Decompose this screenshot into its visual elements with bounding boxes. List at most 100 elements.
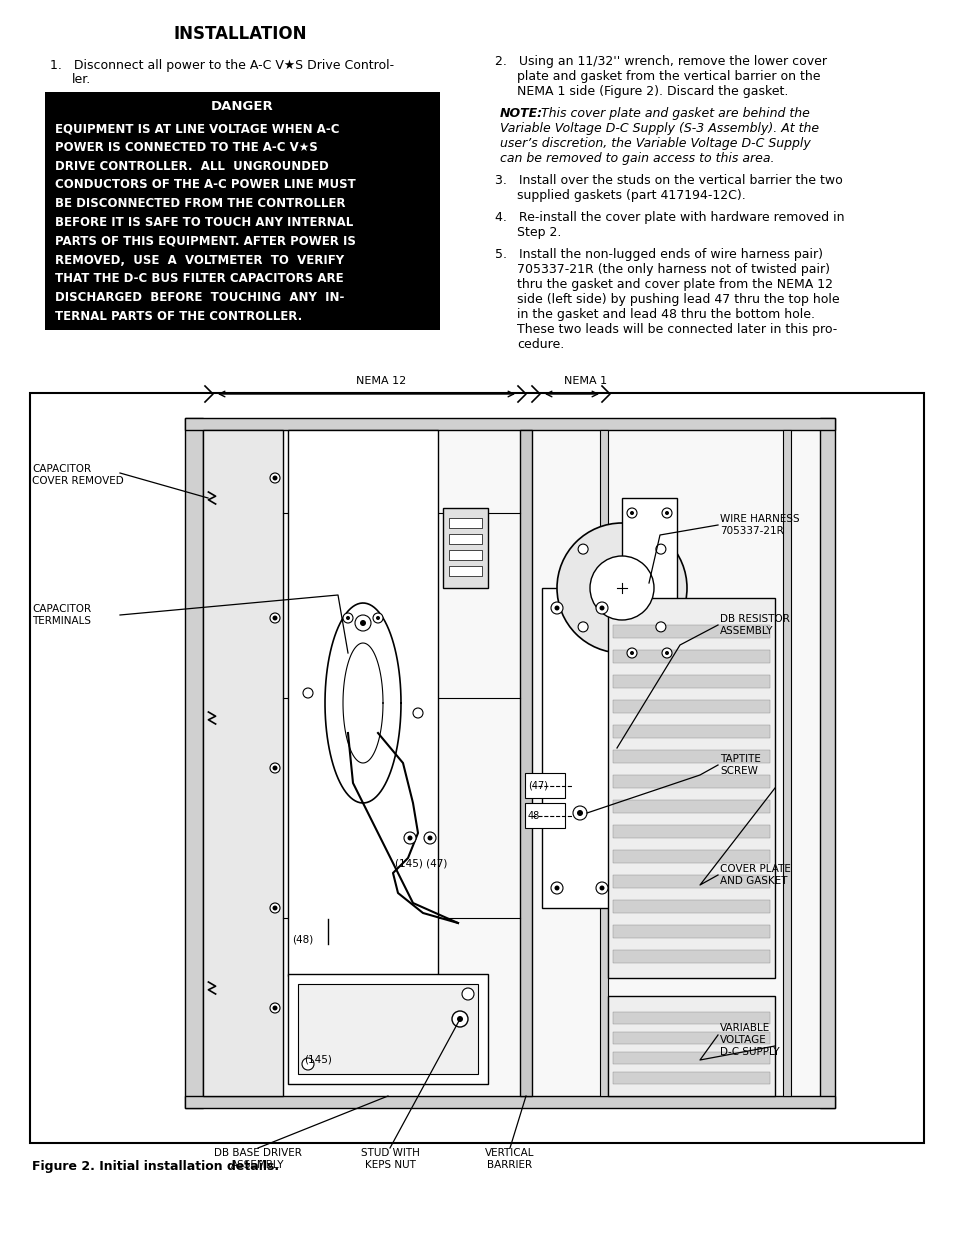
Circle shape: [343, 613, 353, 622]
Circle shape: [273, 905, 277, 910]
Text: THAT THE D-C BUS FILTER CAPACITORS ARE: THAT THE D-C BUS FILTER CAPACITORS ARE: [55, 273, 343, 285]
Text: NEMA 1: NEMA 1: [564, 375, 607, 387]
Circle shape: [578, 622, 587, 632]
Text: INSTALLATION: INSTALLATION: [173, 25, 307, 43]
Text: DB BASE DRIVER
ASSEMBLY: DB BASE DRIVER ASSEMBLY: [213, 1149, 301, 1170]
Text: BEFORE IT IS SAFE TO TOUCH ANY INTERNAL: BEFORE IT IS SAFE TO TOUCH ANY INTERNAL: [55, 216, 353, 228]
Text: DRIVE CONTROLLER.  ALL  UNGROUNDED: DRIVE CONTROLLER. ALL UNGROUNDED: [55, 159, 329, 173]
Bar: [45, 91, 439, 330]
Circle shape: [598, 885, 604, 890]
Text: 3.   Install over the studs on the vertical barrier the two: 3. Install over the studs on the vertica…: [495, 174, 841, 186]
Text: cedure.: cedure.: [517, 338, 563, 351]
Circle shape: [573, 806, 586, 820]
Bar: [613, 800, 769, 813]
Text: REMOVED,  USE  A  VOLTMETER  TO  VERIFY: REMOVED, USE A VOLTMETER TO VERIFY: [55, 253, 344, 267]
Bar: [613, 776, 769, 788]
Bar: [613, 750, 769, 763]
Circle shape: [359, 620, 366, 626]
Text: CONDUCTORS OF THE A-C POWER LINE MUST: CONDUCTORS OF THE A-C POWER LINE MUST: [55, 178, 355, 191]
Circle shape: [596, 601, 607, 614]
Text: can be removed to gain access to this area.: can be removed to gain access to this ar…: [499, 152, 774, 165]
Circle shape: [302, 1058, 314, 1070]
Circle shape: [557, 522, 686, 653]
Bar: [519, 430, 532, 1095]
Bar: [613, 725, 769, 739]
Text: NOTE:: NOTE:: [499, 107, 542, 120]
Text: (145) (47): (145) (47): [395, 858, 447, 868]
Circle shape: [270, 613, 280, 622]
Circle shape: [656, 545, 665, 555]
Bar: [613, 825, 769, 839]
Circle shape: [270, 1003, 280, 1013]
Bar: [613, 850, 769, 863]
Circle shape: [375, 616, 379, 620]
Text: 4.   Re-install the cover plate with hardware removed in: 4. Re-install the cover plate with hardw…: [495, 211, 843, 224]
Text: EQUIPMENT IS AT LINE VOLTAGE WHEN A-C: EQUIPMENT IS AT LINE VOLTAGE WHEN A-C: [55, 122, 339, 135]
Circle shape: [578, 545, 587, 555]
Bar: [782, 430, 790, 1095]
Text: Variable Voltage D-C Supply (S-3 Assembly). At the: Variable Voltage D-C Supply (S-3 Assembl…: [499, 122, 819, 135]
Text: VERTICAL
BARRIER: VERTICAL BARRIER: [485, 1149, 535, 1170]
Text: 1.   Disconnect all power to the A-C V★S Drive Control-: 1. Disconnect all power to the A-C V★S D…: [50, 59, 394, 72]
Bar: [607, 995, 774, 1095]
Text: DB RESISTOR
ASSEMBLY: DB RESISTOR ASSEMBLY: [720, 614, 789, 636]
Text: WIRE HARNESS
705337-21R: WIRE HARNESS 705337-21R: [720, 514, 799, 536]
Text: in the gasket and lead 48 thru the bottom hole.: in the gasket and lead 48 thru the botto…: [517, 308, 814, 321]
Circle shape: [577, 810, 582, 816]
Circle shape: [629, 511, 634, 515]
Bar: [613, 950, 769, 963]
Circle shape: [273, 766, 277, 771]
Bar: [613, 625, 769, 638]
Circle shape: [461, 988, 474, 1000]
Bar: [541, 588, 617, 908]
Circle shape: [554, 605, 558, 610]
Circle shape: [270, 473, 280, 483]
Bar: [613, 1072, 769, 1084]
Text: 705337-21R (the only harness not of twisted pair): 705337-21R (the only harness not of twis…: [517, 263, 829, 275]
Circle shape: [589, 556, 654, 620]
Bar: [203, 430, 820, 1095]
Bar: [185, 1095, 834, 1108]
Text: STUD WITH
KEPS NUT: STUD WITH KEPS NUT: [360, 1149, 419, 1170]
Circle shape: [626, 648, 637, 658]
Text: CAPACITOR
COVER REMOVED: CAPACITOR COVER REMOVED: [32, 464, 124, 485]
Bar: [613, 925, 769, 939]
Circle shape: [598, 605, 604, 610]
Text: plate and gasket from the vertical barrier on the: plate and gasket from the vertical barri…: [517, 70, 820, 83]
Circle shape: [403, 832, 416, 844]
Text: DISCHARGED  BEFORE  TOUCHING  ANY  IN-: DISCHARGED BEFORE TOUCHING ANY IN-: [55, 291, 344, 304]
Circle shape: [273, 475, 277, 480]
Circle shape: [423, 832, 436, 844]
Bar: [613, 700, 769, 713]
Bar: [442, 508, 488, 588]
Bar: [185, 417, 834, 430]
Bar: [449, 534, 481, 543]
Bar: [449, 566, 481, 576]
Text: CAPACITOR
TERMINALS: CAPACITOR TERMINALS: [32, 604, 91, 626]
Circle shape: [270, 763, 280, 773]
Circle shape: [452, 1011, 468, 1028]
Bar: [297, 984, 477, 1074]
Circle shape: [413, 708, 422, 718]
Circle shape: [551, 601, 562, 614]
Circle shape: [596, 882, 607, 894]
Circle shape: [273, 1005, 277, 1010]
Text: TAPTITE
SCREW: TAPTITE SCREW: [720, 755, 760, 776]
Text: side (left side) by pushing lead 47 thru the top hole: side (left side) by pushing lead 47 thru…: [517, 293, 839, 306]
Text: Step 2.: Step 2.: [517, 226, 560, 240]
Circle shape: [664, 651, 668, 655]
Bar: [613, 676, 769, 688]
Text: COVER PLATE
AND GASKET: COVER PLATE AND GASKET: [720, 864, 790, 885]
Text: PARTS OF THIS EQUIPMENT. AFTER POWER IS: PARTS OF THIS EQUIPMENT. AFTER POWER IS: [55, 235, 355, 248]
Circle shape: [273, 615, 277, 620]
Text: TERNAL PARTS OF THE CONTROLLER.: TERNAL PARTS OF THE CONTROLLER.: [55, 310, 302, 324]
Circle shape: [551, 882, 562, 894]
Bar: [613, 900, 769, 913]
Text: (47): (47): [527, 781, 547, 790]
Bar: [599, 430, 607, 1095]
Text: thru the gasket and cover plate from the NEMA 12: thru the gasket and cover plate from the…: [517, 278, 832, 291]
Circle shape: [664, 511, 668, 515]
Circle shape: [661, 648, 671, 658]
Text: NEMA 1 side (Figure 2). Discard the gasket.: NEMA 1 side (Figure 2). Discard the gask…: [517, 85, 787, 98]
Bar: [524, 773, 564, 798]
